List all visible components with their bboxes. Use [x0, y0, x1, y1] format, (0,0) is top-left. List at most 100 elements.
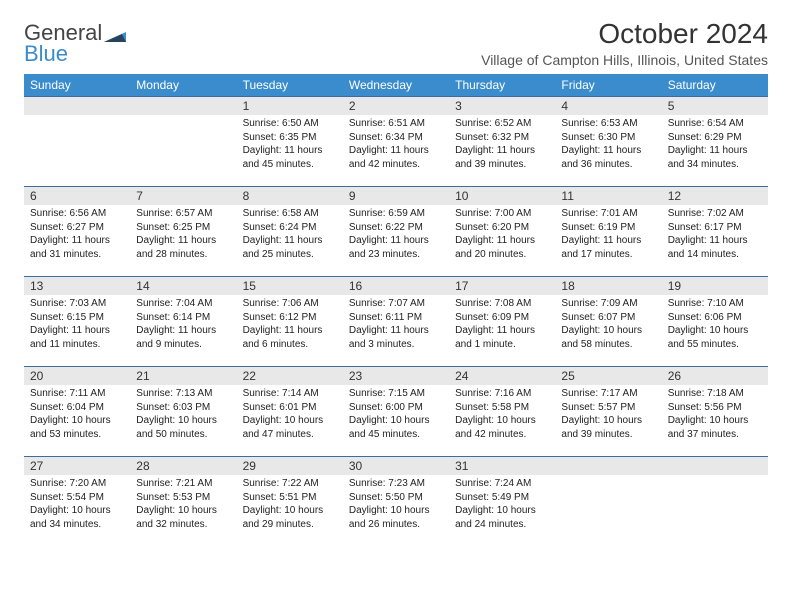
day-details: Sunrise: 7:10 AMSunset: 6:06 PMDaylight:…	[662, 295, 768, 355]
sunset-text: Sunset: 6:24 PM	[243, 221, 337, 235]
sunset-text: Sunset: 6:29 PM	[668, 131, 762, 145]
calendar-empty-cell	[24, 96, 130, 186]
calendar-day-cell: 21Sunrise: 7:13 AMSunset: 6:03 PMDayligh…	[130, 366, 236, 456]
sunrise-text: Sunrise: 7:08 AM	[455, 297, 549, 311]
day-number: 20	[24, 366, 130, 385]
calendar-day-cell: 7Sunrise: 6:57 AMSunset: 6:25 PMDaylight…	[130, 186, 236, 276]
day-number-empty	[130, 96, 236, 115]
calendar-day-cell: 10Sunrise: 7:00 AMSunset: 6:20 PMDayligh…	[449, 186, 555, 276]
daylight-text: Daylight: 11 hours and 25 minutes.	[243, 234, 337, 261]
day-details: Sunrise: 7:08 AMSunset: 6:09 PMDaylight:…	[449, 295, 555, 355]
sunrise-text: Sunrise: 7:00 AM	[455, 207, 549, 221]
day-number: 19	[662, 276, 768, 295]
daylight-text: Daylight: 10 hours and 42 minutes.	[455, 414, 549, 441]
day-details: Sunrise: 7:01 AMSunset: 6:19 PMDaylight:…	[555, 205, 661, 265]
weekday-header: Friday	[555, 74, 661, 96]
day-details: Sunrise: 7:24 AMSunset: 5:49 PMDaylight:…	[449, 475, 555, 535]
calendar-day-cell: 15Sunrise: 7:06 AMSunset: 6:12 PMDayligh…	[237, 276, 343, 366]
day-number: 4	[555, 96, 661, 115]
sunset-text: Sunset: 6:04 PM	[30, 401, 124, 415]
calendar-day-cell: 30Sunrise: 7:23 AMSunset: 5:50 PMDayligh…	[343, 456, 449, 546]
sunrise-text: Sunrise: 7:07 AM	[349, 297, 443, 311]
title-block: October 2024 Village of Campton Hills, I…	[481, 18, 768, 68]
page-header: General October 2024 Village of Campton …	[24, 18, 768, 68]
day-details: Sunrise: 7:21 AMSunset: 5:53 PMDaylight:…	[130, 475, 236, 535]
day-number: 21	[130, 366, 236, 385]
sunset-text: Sunset: 5:56 PM	[668, 401, 762, 415]
day-details: Sunrise: 7:20 AMSunset: 5:54 PMDaylight:…	[24, 475, 130, 535]
calendar-week-row: 20Sunrise: 7:11 AMSunset: 6:04 PMDayligh…	[24, 366, 768, 456]
day-number: 25	[555, 366, 661, 385]
day-details: Sunrise: 6:51 AMSunset: 6:34 PMDaylight:…	[343, 115, 449, 175]
daylight-text: Daylight: 11 hours and 17 minutes.	[561, 234, 655, 261]
sunrise-text: Sunrise: 6:57 AM	[136, 207, 230, 221]
day-details: Sunrise: 6:58 AMSunset: 6:24 PMDaylight:…	[237, 205, 343, 265]
calendar-day-cell: 9Sunrise: 6:59 AMSunset: 6:22 PMDaylight…	[343, 186, 449, 276]
daylight-text: Daylight: 10 hours and 32 minutes.	[136, 504, 230, 531]
calendar-day-cell: 29Sunrise: 7:22 AMSunset: 5:51 PMDayligh…	[237, 456, 343, 546]
day-number: 2	[343, 96, 449, 115]
location-subtitle: Village of Campton Hills, Illinois, Unit…	[481, 52, 768, 68]
daylight-text: Daylight: 10 hours and 24 minutes.	[455, 504, 549, 531]
day-details: Sunrise: 6:56 AMSunset: 6:27 PMDaylight:…	[24, 205, 130, 265]
day-number: 5	[662, 96, 768, 115]
calendar-empty-cell	[662, 456, 768, 546]
day-details: Sunrise: 7:04 AMSunset: 6:14 PMDaylight:…	[130, 295, 236, 355]
day-details: Sunrise: 7:16 AMSunset: 5:58 PMDaylight:…	[449, 385, 555, 445]
calendar-day-cell: 27Sunrise: 7:20 AMSunset: 5:54 PMDayligh…	[24, 456, 130, 546]
daylight-text: Daylight: 10 hours and 50 minutes.	[136, 414, 230, 441]
day-details: Sunrise: 7:06 AMSunset: 6:12 PMDaylight:…	[237, 295, 343, 355]
logo-triangle-icon	[104, 24, 126, 42]
sunrise-text: Sunrise: 7:13 AM	[136, 387, 230, 401]
day-number: 3	[449, 96, 555, 115]
daylight-text: Daylight: 11 hours and 39 minutes.	[455, 144, 549, 171]
daylight-text: Daylight: 10 hours and 26 minutes.	[349, 504, 443, 531]
day-number: 8	[237, 186, 343, 205]
calendar-day-cell: 18Sunrise: 7:09 AMSunset: 6:07 PMDayligh…	[555, 276, 661, 366]
weekday-header: Thursday	[449, 74, 555, 96]
sunrise-text: Sunrise: 7:15 AM	[349, 387, 443, 401]
weekday-header: Wednesday	[343, 74, 449, 96]
calendar-day-cell: 28Sunrise: 7:21 AMSunset: 5:53 PMDayligh…	[130, 456, 236, 546]
calendar-empty-cell	[555, 456, 661, 546]
day-details: Sunrise: 6:52 AMSunset: 6:32 PMDaylight:…	[449, 115, 555, 175]
day-details: Sunrise: 7:23 AMSunset: 5:50 PMDaylight:…	[343, 475, 449, 535]
day-number-empty	[24, 96, 130, 115]
sunrise-text: Sunrise: 7:18 AM	[668, 387, 762, 401]
daylight-text: Daylight: 11 hours and 42 minutes.	[349, 144, 443, 171]
calendar-day-cell: 20Sunrise: 7:11 AMSunset: 6:04 PMDayligh…	[24, 366, 130, 456]
calendar-day-cell: 2Sunrise: 6:51 AMSunset: 6:34 PMDaylight…	[343, 96, 449, 186]
sunrise-text: Sunrise: 7:03 AM	[30, 297, 124, 311]
daylight-text: Daylight: 10 hours and 47 minutes.	[243, 414, 337, 441]
day-number: 27	[24, 456, 130, 475]
day-details: Sunrise: 7:14 AMSunset: 6:01 PMDaylight:…	[237, 385, 343, 445]
calendar-day-cell: 22Sunrise: 7:14 AMSunset: 6:01 PMDayligh…	[237, 366, 343, 456]
day-details: Sunrise: 7:15 AMSunset: 6:00 PMDaylight:…	[343, 385, 449, 445]
daylight-text: Daylight: 11 hours and 28 minutes.	[136, 234, 230, 261]
sunset-text: Sunset: 5:50 PM	[349, 491, 443, 505]
daylight-text: Daylight: 10 hours and 55 minutes.	[668, 324, 762, 351]
calendar-table: SundayMondayTuesdayWednesdayThursdayFrid…	[24, 74, 768, 546]
sunrise-text: Sunrise: 6:50 AM	[243, 117, 337, 131]
day-details: Sunrise: 7:00 AMSunset: 6:20 PMDaylight:…	[449, 205, 555, 265]
daylight-text: Daylight: 11 hours and 45 minutes.	[243, 144, 337, 171]
day-number: 16	[343, 276, 449, 295]
day-details: Sunrise: 7:02 AMSunset: 6:17 PMDaylight:…	[662, 205, 768, 265]
day-details: Sunrise: 6:50 AMSunset: 6:35 PMDaylight:…	[237, 115, 343, 175]
sunset-text: Sunset: 6:07 PM	[561, 311, 655, 325]
day-number: 13	[24, 276, 130, 295]
calendar-page: General October 2024 Village of Campton …	[0, 0, 792, 564]
day-number: 7	[130, 186, 236, 205]
day-details: Sunrise: 7:11 AMSunset: 6:04 PMDaylight:…	[24, 385, 130, 445]
sunrise-text: Sunrise: 6:52 AM	[455, 117, 549, 131]
logo-text-blue: Blue	[24, 41, 68, 66]
day-details: Sunrise: 7:07 AMSunset: 6:11 PMDaylight:…	[343, 295, 449, 355]
calendar-week-row: 6Sunrise: 6:56 AMSunset: 6:27 PMDaylight…	[24, 186, 768, 276]
day-number: 12	[662, 186, 768, 205]
weekday-header: Tuesday	[237, 74, 343, 96]
calendar-day-cell: 16Sunrise: 7:07 AMSunset: 6:11 PMDayligh…	[343, 276, 449, 366]
sunrise-text: Sunrise: 7:09 AM	[561, 297, 655, 311]
calendar-day-cell: 26Sunrise: 7:18 AMSunset: 5:56 PMDayligh…	[662, 366, 768, 456]
sunrise-text: Sunrise: 7:06 AM	[243, 297, 337, 311]
daylight-text: Daylight: 11 hours and 6 minutes.	[243, 324, 337, 351]
